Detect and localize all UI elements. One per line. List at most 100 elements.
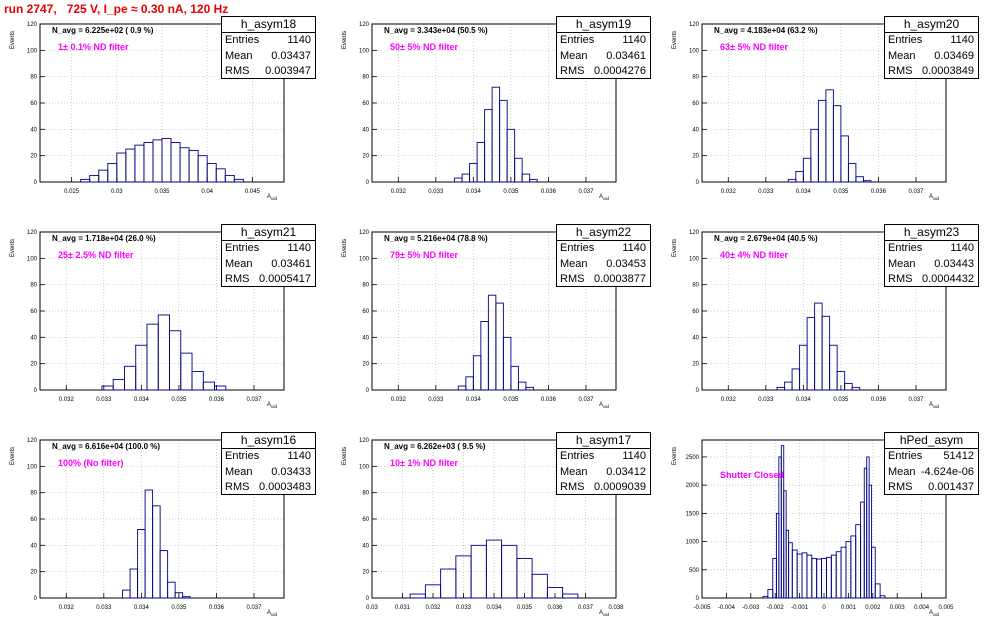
histogram-bin <box>788 542 793 599</box>
y-tick-label: 0 <box>34 180 38 186</box>
y-axis-title: Events <box>10 31 16 49</box>
histogram-bin <box>167 581 176 599</box>
y-tick-label: 0 <box>696 180 700 186</box>
stats-key: Mean <box>560 465 588 478</box>
stats-row-entries: Entries 1140 <box>222 449 315 465</box>
y-tick-label: 100 <box>689 256 700 262</box>
histogram-bin <box>465 376 474 391</box>
histogram-bin <box>806 317 816 391</box>
y-tick-label: 120 <box>689 230 700 236</box>
histogram-bin <box>806 554 813 599</box>
y-tick-label: 60 <box>362 517 369 523</box>
y-tick-label: 100 <box>27 464 38 470</box>
stats-box: h_asym18 Entries 1140 Mean 0.03437 RMS 0.00394… <box>221 16 316 79</box>
histogram-bin <box>840 135 849 183</box>
stats-box: h_asym19 Entries 1140 Mean 0.03461 RMS 0.00042… <box>556 16 651 79</box>
histogram-bin <box>454 177 463 183</box>
x-tick-label: 0.036 <box>541 189 557 195</box>
histogram-bin <box>224 174 235 183</box>
x-tick-label: 0.033 <box>456 605 472 611</box>
x-tick-label: 0.003 <box>890 605 906 611</box>
stats-key: Entries <box>560 34 595 46</box>
stats-box: h_asym21 Entries 1140 Mean 0.03461 RMS 0.00054… <box>221 224 316 287</box>
y-axis-title: Events <box>672 31 678 49</box>
histogram-bin <box>206 163 217 183</box>
x-tick-label: 0.034 <box>466 397 482 403</box>
histogram-bin <box>461 173 471 183</box>
histogram-svg: 0.032 0.033 0.034 0.035 0.036 0.037 0 20 40 60 80 1… <box>342 230 617 409</box>
histogram-bin <box>879 595 886 599</box>
histogram-bin <box>80 178 91 183</box>
x-tick-label: 0.036 <box>871 189 887 195</box>
histogram-bin <box>506 128 516 183</box>
stats-title: h_asym16 <box>222 433 315 449</box>
histogram-svg: 0.032 0.033 0.034 0.035 0.036 0.037 0 20 40 60 80 1… <box>672 230 947 409</box>
histogram-bin <box>125 148 136 183</box>
stats-value: 0.03453 <box>606 257 646 270</box>
x-tick-label: -0.002 <box>767 605 785 611</box>
stats-value: 0.003947 <box>265 65 311 77</box>
y-tick-label: 500 <box>689 568 700 574</box>
y-tick-label: 1500 <box>686 511 700 517</box>
histogram-bin <box>487 294 497 391</box>
filter-label: 1± 0.1% ND filter <box>58 42 129 52</box>
x-tick-label: 0.032 <box>391 397 407 403</box>
x-tick-label: 0.037 <box>578 605 594 611</box>
y-tick-label: 100 <box>359 48 370 54</box>
y-tick-label: 40 <box>30 127 37 133</box>
stats-row-entries: Entries 51412 <box>885 449 978 465</box>
stats-row-rms: RMS 0.0003849 <box>885 64 978 80</box>
histogram-panel-h_asym19: 0.032 0.033 0.034 0.035 0.036 0.037 0 20 40 60 80 1… <box>332 10 662 217</box>
histogram-bin <box>860 501 865 599</box>
x-tick-label: 0.035 <box>517 605 533 611</box>
navg-label: N_avg = 5.216e+04 (78.8 %) <box>384 234 488 243</box>
histogram-bin <box>787 178 797 183</box>
stats-value: 1140 <box>287 242 311 254</box>
y-tick-label: 120 <box>359 22 370 28</box>
histogram-bin <box>871 546 876 599</box>
x-tick-label: 0.032 <box>425 605 441 611</box>
histogram-svg: 0.032 0.033 0.034 0.035 0.036 0.037 0 20 40 60 80 1… <box>10 230 285 409</box>
x-tick-label: 0.038 <box>608 605 624 611</box>
stats-value: 0.03461 <box>271 257 311 270</box>
x-tick-label: 0.035 <box>503 189 519 195</box>
y-axis-title: Events <box>672 447 678 465</box>
histogram-bin <box>791 368 801 391</box>
histogram-bin <box>836 371 846 391</box>
y-tick-label: 100 <box>689 48 700 54</box>
histogram-bin <box>546 587 564 599</box>
y-tick-label: 100 <box>27 48 38 54</box>
stats-key: Mean <box>225 257 253 270</box>
stats-key: Mean <box>888 257 916 270</box>
histogram-panel-h_asym23: 0.032 0.033 0.034 0.035 0.036 0.037 0 20 40 60 80 1… <box>662 218 992 425</box>
stats-value: 1140 <box>622 450 646 462</box>
histogram-bin <box>835 551 842 599</box>
histogram-bin <box>122 589 131 599</box>
y-tick-label: 40 <box>362 127 369 133</box>
histogram-bin <box>791 549 798 599</box>
stats-key: Entries <box>888 242 923 254</box>
y-tick-label: 20 <box>692 154 699 160</box>
histogram-svg: -0.005 -0.004 -0.003 -0.002 -0.001 0 0.001 0.00… <box>672 439 954 617</box>
y-tick-label: 60 <box>362 101 369 107</box>
y-tick-label: 40 <box>30 335 37 341</box>
histogram-bin <box>89 174 100 183</box>
x-tick-label: 0.035 <box>171 605 187 611</box>
stats-box: h_asym20 Entries 1140 Mean 0.03469 RMS 0.00038… <box>884 16 979 79</box>
y-tick-label: 80 <box>362 491 369 497</box>
x-tick-label: 0.033 <box>96 605 112 611</box>
x-axis-title: Auid <box>267 194 278 201</box>
histogram-bin <box>134 144 145 183</box>
stats-key: RMS <box>225 273 250 285</box>
x-axis-title: Auid <box>929 402 940 409</box>
stats-row-mean: Mean 0.03437 <box>222 49 315 65</box>
stats-row-rms: RMS 0.0003877 <box>557 272 650 288</box>
y-axis-title: Events <box>342 447 348 465</box>
histogram-bin <box>499 99 508 183</box>
filter-label: Shutter Closed <box>720 470 785 480</box>
stats-value: 0.03443 <box>934 257 974 270</box>
histogram-panel-h_asym22: 0.032 0.033 0.034 0.035 0.036 0.037 0 20 40 60 80 1… <box>332 218 662 425</box>
x-tick-label: 0.033 <box>758 397 774 403</box>
histogram-bin <box>455 555 472 599</box>
histogram-panel-h_asym16: 0.032 0.033 0.034 0.035 0.036 0.037 0 20 40 60 80 1… <box>0 426 330 633</box>
